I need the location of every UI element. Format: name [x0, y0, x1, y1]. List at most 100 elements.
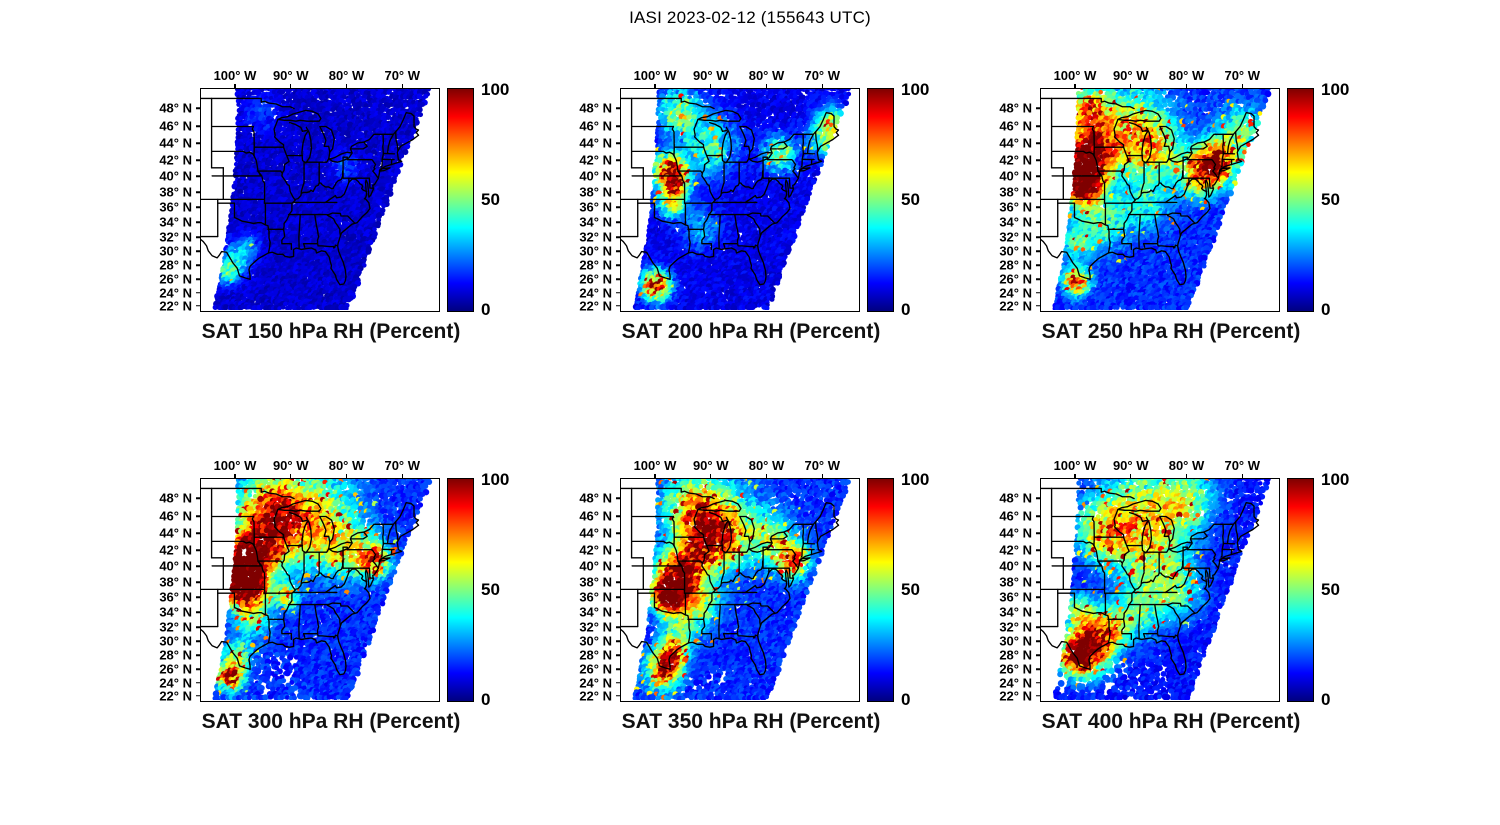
lat-tick-mark — [196, 291, 200, 294]
lon-tick-mark — [709, 474, 712, 478]
lat-tick-mark — [196, 695, 200, 697]
lon-tick-mark — [401, 84, 403, 88]
lat-tick-mark — [616, 159, 620, 161]
panel-300hpa: 100° W 90° W 80° W 70° W 48° N 46° N 44° N 42°… — [142, 456, 520, 734]
lon-tick-label: 90° W — [1112, 458, 1149, 473]
lon-axis-200hpa: 100° W 90° W 80° W 70° W — [620, 66, 860, 88]
lon-axis-400hpa: 100° W 90° W 80° W 70° W — [1040, 456, 1280, 478]
lat-tick-label: 42° N — [579, 152, 612, 168]
rh-map-canvas-200hpa — [621, 89, 858, 310]
colorbar-tick-100: 100 — [481, 80, 510, 99]
lon-tick-label: 100° W — [1053, 68, 1097, 83]
lon-tick-label: 100° W — [1053, 458, 1097, 473]
rh-map-canvas-150hpa — [201, 89, 438, 310]
lon-tick-label: 90° W — [692, 458, 729, 473]
lon-tick-label: 100° W — [213, 458, 257, 473]
panel-title-350hpa: SAT 350 hPa RH (Percent) — [621, 710, 881, 733]
lat-tick-label: 40° N — [159, 558, 192, 574]
lat-tick-label: 36° N — [999, 199, 1032, 215]
map-400hpa — [1040, 478, 1280, 702]
lat-tick-mark — [1036, 278, 1040, 280]
lon-tick-mark — [1241, 474, 1243, 478]
lat-tick-label: 32° N — [159, 229, 192, 245]
lat-tick-label: 26° N — [579, 661, 612, 677]
lat-tick-label: 34° N — [579, 604, 612, 620]
rh-map-canvas-350hpa — [621, 479, 858, 700]
lat-tick-label: 36° N — [159, 199, 192, 215]
lat-tick-label: 28° N — [999, 647, 1032, 663]
lat-tick-label: 40° N — [999, 168, 1032, 184]
lon-tick-mark — [1129, 84, 1132, 88]
lat-tick-mark — [196, 125, 200, 127]
lat-tick-mark — [196, 681, 200, 684]
lat-tick-mark — [616, 681, 620, 684]
colorbar-ticks-200hpa: 100 50 0 — [894, 80, 940, 319]
lat-tick-label: 40° N — [159, 168, 192, 184]
lat-tick-mark — [196, 565, 200, 568]
lat-tick-mark — [616, 236, 620, 238]
lat-tick-mark — [1036, 125, 1040, 127]
lat-tick-mark — [616, 142, 620, 145]
lon-tick-mark — [654, 474, 656, 478]
colorbar-ticks-400hpa: 100 50 0 — [1314, 470, 1360, 709]
colorbar-tick-50: 50 — [481, 580, 500, 599]
lat-tick-label: 48° N — [579, 100, 612, 116]
lat-tick-label: 46° N — [159, 118, 192, 134]
colorbar-tick-50: 50 — [901, 190, 920, 209]
lat-tick-mark — [616, 107, 620, 109]
lat-tick-label: 28° N — [579, 257, 612, 273]
lon-tick-mark — [654, 84, 656, 88]
lon-tick-mark — [821, 84, 823, 88]
lat-tick-label: 38° N — [159, 574, 192, 590]
lat-tick-mark — [1036, 611, 1040, 614]
lat-tick-label: 22° N — [579, 688, 612, 704]
lat-tick-label: 24° N — [159, 285, 192, 301]
lon-tick-label: 90° W — [272, 458, 309, 473]
lat-tick-label: 28° N — [159, 647, 192, 663]
lat-tick-label: 40° N — [579, 558, 612, 574]
lat-tick-label: 48° N — [999, 490, 1032, 506]
lat-tick-mark — [616, 668, 620, 670]
lat-tick-label: 40° N — [579, 168, 612, 184]
lat-tick-label: 28° N — [579, 647, 612, 663]
lat-tick-label: 44° N — [579, 135, 612, 151]
map-200hpa — [620, 88, 860, 312]
lat-tick-label: 46° N — [579, 118, 612, 134]
lat-tick-label: 32° N — [999, 619, 1032, 635]
lat-tick-label: 42° N — [579, 542, 612, 558]
lat-tick-label: 30° N — [999, 243, 1032, 259]
lat-tick-label: 40° N — [999, 558, 1032, 574]
lat-tick-label: 34° N — [159, 214, 192, 230]
colorbar-tick-50: 50 — [1321, 580, 1340, 599]
lat-tick-label: 34° N — [999, 214, 1032, 230]
panel-title-250hpa: SAT 250 hPa RH (Percent) — [1041, 320, 1301, 343]
rh-map-canvas-250hpa — [1041, 89, 1278, 310]
lat-tick-mark — [1036, 626, 1040, 628]
lon-tick-label: 90° W — [692, 68, 729, 83]
lat-tick-label: 48° N — [159, 100, 192, 116]
lon-tick-label: 70° W — [1224, 458, 1261, 473]
lat-tick-label: 36° N — [579, 199, 612, 215]
lon-tick-mark — [1074, 84, 1076, 88]
lon-tick-mark — [401, 474, 403, 478]
lat-tick-mark — [616, 581, 620, 583]
lat-tick-mark — [196, 142, 200, 145]
colorbar-ticks-250hpa: 100 50 0 — [1314, 80, 1360, 319]
lat-tick-mark — [196, 107, 200, 109]
lat-tick-label: 46° N — [579, 508, 612, 524]
lat-tick-label: 30° N — [999, 633, 1032, 649]
lat-tick-label: 24° N — [159, 675, 192, 691]
lat-tick-mark — [1036, 206, 1040, 209]
lon-tick-label: 70° W — [384, 458, 421, 473]
lon-tick-mark — [1185, 84, 1188, 88]
lat-tick-label: 44° N — [159, 135, 192, 151]
lat-tick-mark — [1036, 640, 1040, 643]
lat-tick-label: 48° N — [999, 100, 1032, 116]
lon-tick-label: 80° W — [328, 458, 365, 473]
lon-axis-150hpa: 100° W 90° W 80° W 70° W — [200, 66, 440, 88]
lat-tick-label: 36° N — [159, 589, 192, 605]
lon-tick-mark — [765, 84, 768, 88]
map-150hpa — [200, 88, 440, 312]
lat-tick-mark — [196, 236, 200, 238]
panel-title-400hpa: SAT 400 hPa RH (Percent) — [1041, 710, 1301, 733]
